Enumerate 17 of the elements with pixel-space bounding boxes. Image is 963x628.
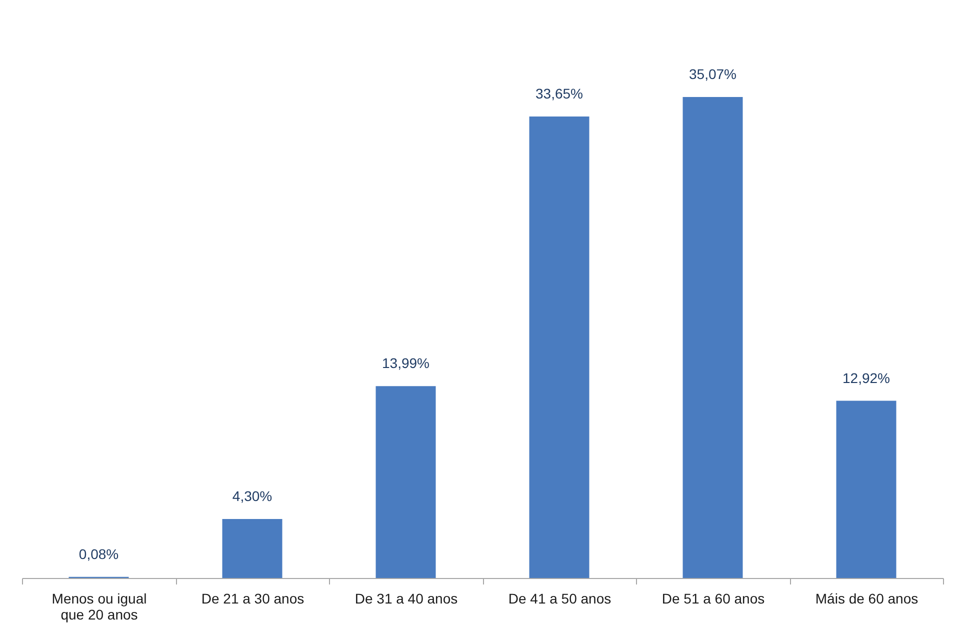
data-label: 35,07% bbox=[689, 66, 736, 82]
data-label: 13,99% bbox=[382, 355, 430, 372]
x-tick-label: De 41 a 50 anos bbox=[508, 590, 612, 606]
x-tick-label: De 31 a 40 anos bbox=[354, 590, 458, 606]
bar bbox=[529, 116, 590, 578]
x-tick-label: Menos ou igual que 20 anos bbox=[52, 590, 147, 622]
bar bbox=[836, 400, 896, 578]
data-label: 12,92% bbox=[842, 370, 890, 386]
bar bbox=[376, 386, 436, 578]
x-tick-label: Máis de 60 anos bbox=[815, 590, 918, 606]
data-label: 33,65% bbox=[536, 85, 583, 102]
data-label: 0,08% bbox=[78, 546, 119, 562]
bar bbox=[682, 97, 743, 578]
data-label: 4,30% bbox=[232, 488, 272, 504]
bar bbox=[222, 519, 282, 578]
x-tick-label: De 51 a 60 anos bbox=[662, 590, 765, 606]
x-tick-label: De 21 a 30 anos bbox=[201, 590, 304, 606]
